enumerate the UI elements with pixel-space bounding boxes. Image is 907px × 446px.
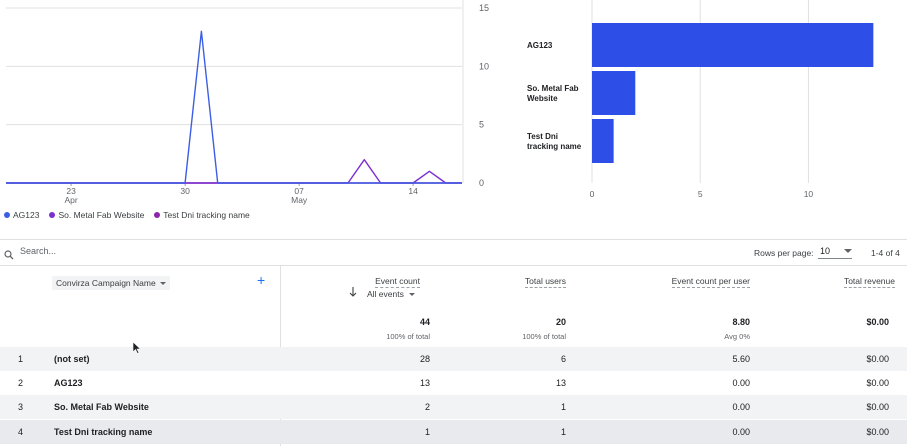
x-tick-label: 0 [590,189,595,199]
legend-dot [49,212,56,218]
section-divider [0,239,907,240]
bar-category-label: Test Dni [527,132,558,141]
search-input[interactable] [18,245,322,257]
legend-label: Test Dni tracking name [163,210,250,220]
chevron-down-icon [159,281,166,285]
row-index: 2 [18,378,24,388]
bar [592,119,614,163]
legend-item-ag123[interactable]: AG123 [4,210,39,220]
row-campaign-name[interactable]: So. Metal Fab Website [54,402,149,412]
row-event-count: 2 [424,402,430,412]
legend-item-test-dni[interactable]: Test Dni tracking name [154,210,250,220]
row-index: 4 [18,427,24,437]
rows-per-page-label: Rows per page: [754,248,814,258]
row-index: 1 [18,354,24,364]
row-total-revenue: $0.00 [866,402,889,412]
bar [592,23,874,67]
total-event-count-per-user: 8.80 [732,317,750,327]
x-tick-label: 23 [66,186,76,196]
y-tick-label: 15 [479,3,489,13]
search-icon [4,247,14,265]
row-campaign-name[interactable]: AG123 [54,378,83,388]
row-event-count: 13 [419,378,430,388]
column-header-event-count-per-user[interactable]: Event count per user [671,276,750,288]
row-total-revenue: $0.00 [866,427,889,437]
events-filter-label: All events [367,289,404,299]
table-row[interactable]: 1 (not set) 28 6 5.60 $0.00 [0,347,907,371]
total-revenue: $0.00 [866,317,889,327]
mouse-pointer-icon [132,341,142,359]
row-event-count-per-user: 0.00 [732,378,750,388]
legend-item-so-metal-fab[interactable]: So. Metal Fab Website [49,210,144,220]
table-header: Convirza Campaign Name + Event count All… [0,266,907,346]
y-tick-label: 10 [479,61,489,71]
x-tick-sublabel: May [291,195,308,205]
total-users: 20 [555,317,566,327]
total-event-count-per-user-sub: Avg 0% [724,332,750,341]
column-header-total-revenue[interactable]: Total revenue [843,276,895,288]
table-row[interactable]: 4 Test Dni tracking name 1 1 0.00 $0.00 [0,420,907,444]
row-index: 3 [18,402,24,412]
row-event-count-per-user: 0.00 [732,402,750,412]
table-toolbar: Rows per page: 10 1-4 of 4 [0,240,907,266]
y-tick-label: 5 [479,120,484,130]
chart-legend: AG123 So. Metal Fab Website Test Dni tra… [4,210,250,220]
row-event-count: 1 [424,427,430,437]
bar-category-label: tracking name [527,142,582,151]
dimension-header-label: Convirza Campaign Name [56,278,156,288]
series-line [6,158,462,184]
column-header-total-users[interactable]: Total users [524,276,566,288]
row-total-users: 1 [560,427,566,437]
row-total-users: 6 [560,354,566,364]
bar-category-label: Website [527,94,558,103]
row-total-users: 13 [555,378,566,388]
charts-area: 15 10 5 0 23 Apr 30 07 May 14 0 5 10 AG123 So. Metal … [4,0,874,220]
bar-category-label: AG123 [527,41,553,50]
events-filter-select[interactable]: All events [367,289,415,299]
dimension-header[interactable]: Convirza Campaign Name [52,276,170,290]
row-total-revenue: $0.00 [866,378,889,388]
x-tick-label: 14 [408,186,418,196]
total-event-count: 44 [419,317,430,327]
row-campaign-name[interactable]: Test Dni tracking name [54,427,153,437]
x-tick-label: 07 [294,186,304,196]
x-tick-label: 30 [180,186,190,196]
legend-dot [154,212,161,218]
table-top-divider [0,265,907,266]
legend-label: So. Metal Fab Website [58,210,145,220]
rows-per-page-value: 10 [820,246,831,256]
pagination-range: 1-4 of 4 [871,248,900,258]
legend-dot [4,212,10,218]
chevron-down-icon [844,249,852,253]
chevron-down-icon [408,292,415,296]
row-event-count: 28 [419,354,430,364]
x-tick-label: 10 [804,189,814,199]
row-total-revenue: $0.00 [866,354,889,364]
bar-category-label: So. Metal Fab [527,84,579,93]
column-header-event-count[interactable]: Event count [375,276,420,288]
legend-label: AG123 [13,210,40,220]
x-tick-sublabel: Apr [65,195,78,205]
row-event-count-per-user: 0.00 [732,427,750,437]
table-row[interactable]: 2 AG123 13 13 0.00 $0.00 [0,371,907,395]
row-total-users: 1 [560,402,566,412]
add-dimension-button[interactable]: + [257,272,266,288]
bar [592,71,636,115]
y-tick-label: 0 [479,178,484,188]
x-tick-label: 5 [698,189,703,199]
row-event-count-per-user: 5.60 [732,354,750,364]
series-line [6,30,462,184]
total-event-count-sub: 100% of total [386,332,430,341]
total-users-sub: 100% of total [522,332,566,341]
rows-per-page-select[interactable]: 10 [818,245,852,259]
row-campaign-name[interactable]: (not set) [54,354,90,364]
sort-descending-icon[interactable] [349,284,357,302]
table-row[interactable]: 3 So. Metal Fab Website 2 1 0.00 $0.00 [0,395,907,419]
